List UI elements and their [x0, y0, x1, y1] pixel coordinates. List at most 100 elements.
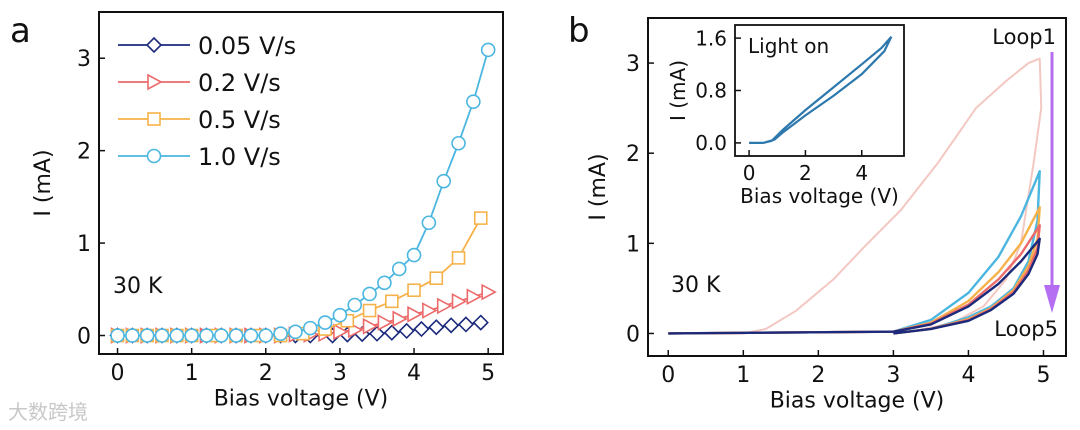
triangle-marker [147, 73, 163, 91]
legend-label: 0.2 V/s [198, 69, 281, 97]
x-tick-label: 4 [407, 361, 421, 386]
y-tick-label: 1 [77, 232, 91, 257]
triangle-marker [407, 305, 423, 323]
y-tick-label: 0.0 [695, 131, 727, 155]
legend-label: 0.05 V/s [198, 32, 296, 60]
square-marker [473, 211, 488, 225]
x-axis-label: Bias voltage (V) [770, 389, 945, 414]
y-axis-label: I (mA) [666, 60, 690, 121]
circle-marker [214, 328, 229, 343]
circle-marker [480, 42, 496, 58]
panel-label-b: b [568, 11, 590, 51]
circle-marker [377, 275, 392, 291]
arrow-end-label: Loop5 [994, 317, 1058, 341]
circle-marker [199, 328, 214, 343]
triangle-marker [451, 292, 468, 310]
diamond-marker [442, 317, 460, 334]
series-line [117, 217, 482, 337]
circle-marker [110, 328, 125, 343]
triangle-marker [481, 283, 497, 301]
arrow-start-label: Loop1 [992, 25, 1056, 49]
triangle-marker [436, 297, 453, 315]
y-tick-label: 2 [626, 142, 640, 167]
circle-marker [139, 328, 155, 343]
diamond-marker [383, 324, 400, 341]
axes-frame [98, 11, 504, 355]
circle-marker [451, 135, 466, 151]
inset-title: Light on [748, 34, 829, 58]
diamond-marker [457, 316, 475, 333]
y-tick-label: 2 [77, 140, 91, 165]
circle-marker [146, 148, 162, 164]
circle-marker [421, 215, 437, 231]
circle-marker [228, 328, 244, 343]
diamond-marker [145, 36, 163, 54]
x-axis-label: Bias voltage (V) [740, 184, 899, 208]
x-tick-label: 3 [886, 363, 900, 388]
loop-curve-loop2 [668, 170, 1041, 335]
x-tick-label: 1 [736, 363, 750, 388]
x-tick-label: 0 [743, 161, 756, 185]
y-tick-label: 0 [626, 322, 640, 347]
series-line [117, 49, 490, 337]
circle-marker [243, 328, 259, 343]
circle-marker [347, 297, 363, 313]
x-tick-label: 4 [855, 161, 868, 185]
square-marker [362, 303, 377, 318]
square-marker [407, 283, 421, 298]
inset: 0 2 4 0.0 0.8 1.6 Bias voltage (V) I (mA) Light … [666, 24, 905, 208]
diamond-marker [428, 319, 445, 336]
circle-marker [184, 328, 199, 343]
circle-marker [302, 320, 318, 336]
temperature-annotation: 30 K [113, 274, 163, 299]
circle-marker [125, 328, 140, 343]
x-tick-label: 1 [185, 361, 199, 386]
triangle-marker [377, 314, 394, 331]
x-tick-label: 5 [1036, 363, 1050, 388]
y-tick-label: 1 [626, 232, 640, 257]
circle-marker [436, 173, 451, 189]
circle-marker [154, 328, 170, 343]
y-axis-label: I (mA) [31, 149, 56, 216]
circle-marker [362, 286, 377, 302]
circle-marker [169, 328, 185, 343]
square-marker [147, 112, 161, 126]
x-tick-label: 2 [811, 363, 825, 388]
loop-curve-loop4 [668, 224, 1041, 335]
x-tick-label: 2 [799, 161, 812, 185]
triangle-marker [466, 288, 483, 306]
diamond-marker [472, 314, 489, 331]
y-tick-label: 1.6 [695, 26, 727, 50]
y-tick-label: 0.8 [695, 79, 727, 103]
x-tick-label: 0 [661, 363, 675, 388]
y-tick-label: 3 [626, 52, 640, 77]
triangle-marker [333, 323, 349, 341]
x-tick-label: 4 [961, 363, 975, 388]
circle-marker [258, 328, 274, 343]
watermark: 大数跨境 [8, 396, 88, 425]
circle-marker [406, 247, 422, 263]
panel-label-a: a [10, 11, 31, 51]
x-tick-label: 0 [111, 361, 125, 386]
triangle-marker [362, 317, 379, 335]
loop-curve-loop5 [668, 237, 1041, 335]
x-axis-label: Bias voltage (V) [214, 387, 389, 412]
legend-label: 0.5 V/s [198, 106, 281, 134]
diamond-marker [413, 320, 430, 338]
triangle-marker [392, 310, 408, 328]
circle-marker [391, 261, 407, 277]
square-marker [429, 271, 444, 286]
watermark-text: 大数跨境 [8, 400, 88, 424]
arrow-down-icon [1044, 285, 1060, 313]
y-axis-label: I (mA) [586, 153, 611, 220]
temperature-annotation: 30 K [671, 273, 721, 298]
y-tick-label: 3 [77, 47, 91, 72]
circle-marker [466, 94, 481, 109]
y-tick-label: 0 [77, 324, 91, 349]
circle-marker [332, 307, 348, 323]
x-tick-label: 2 [259, 361, 273, 386]
